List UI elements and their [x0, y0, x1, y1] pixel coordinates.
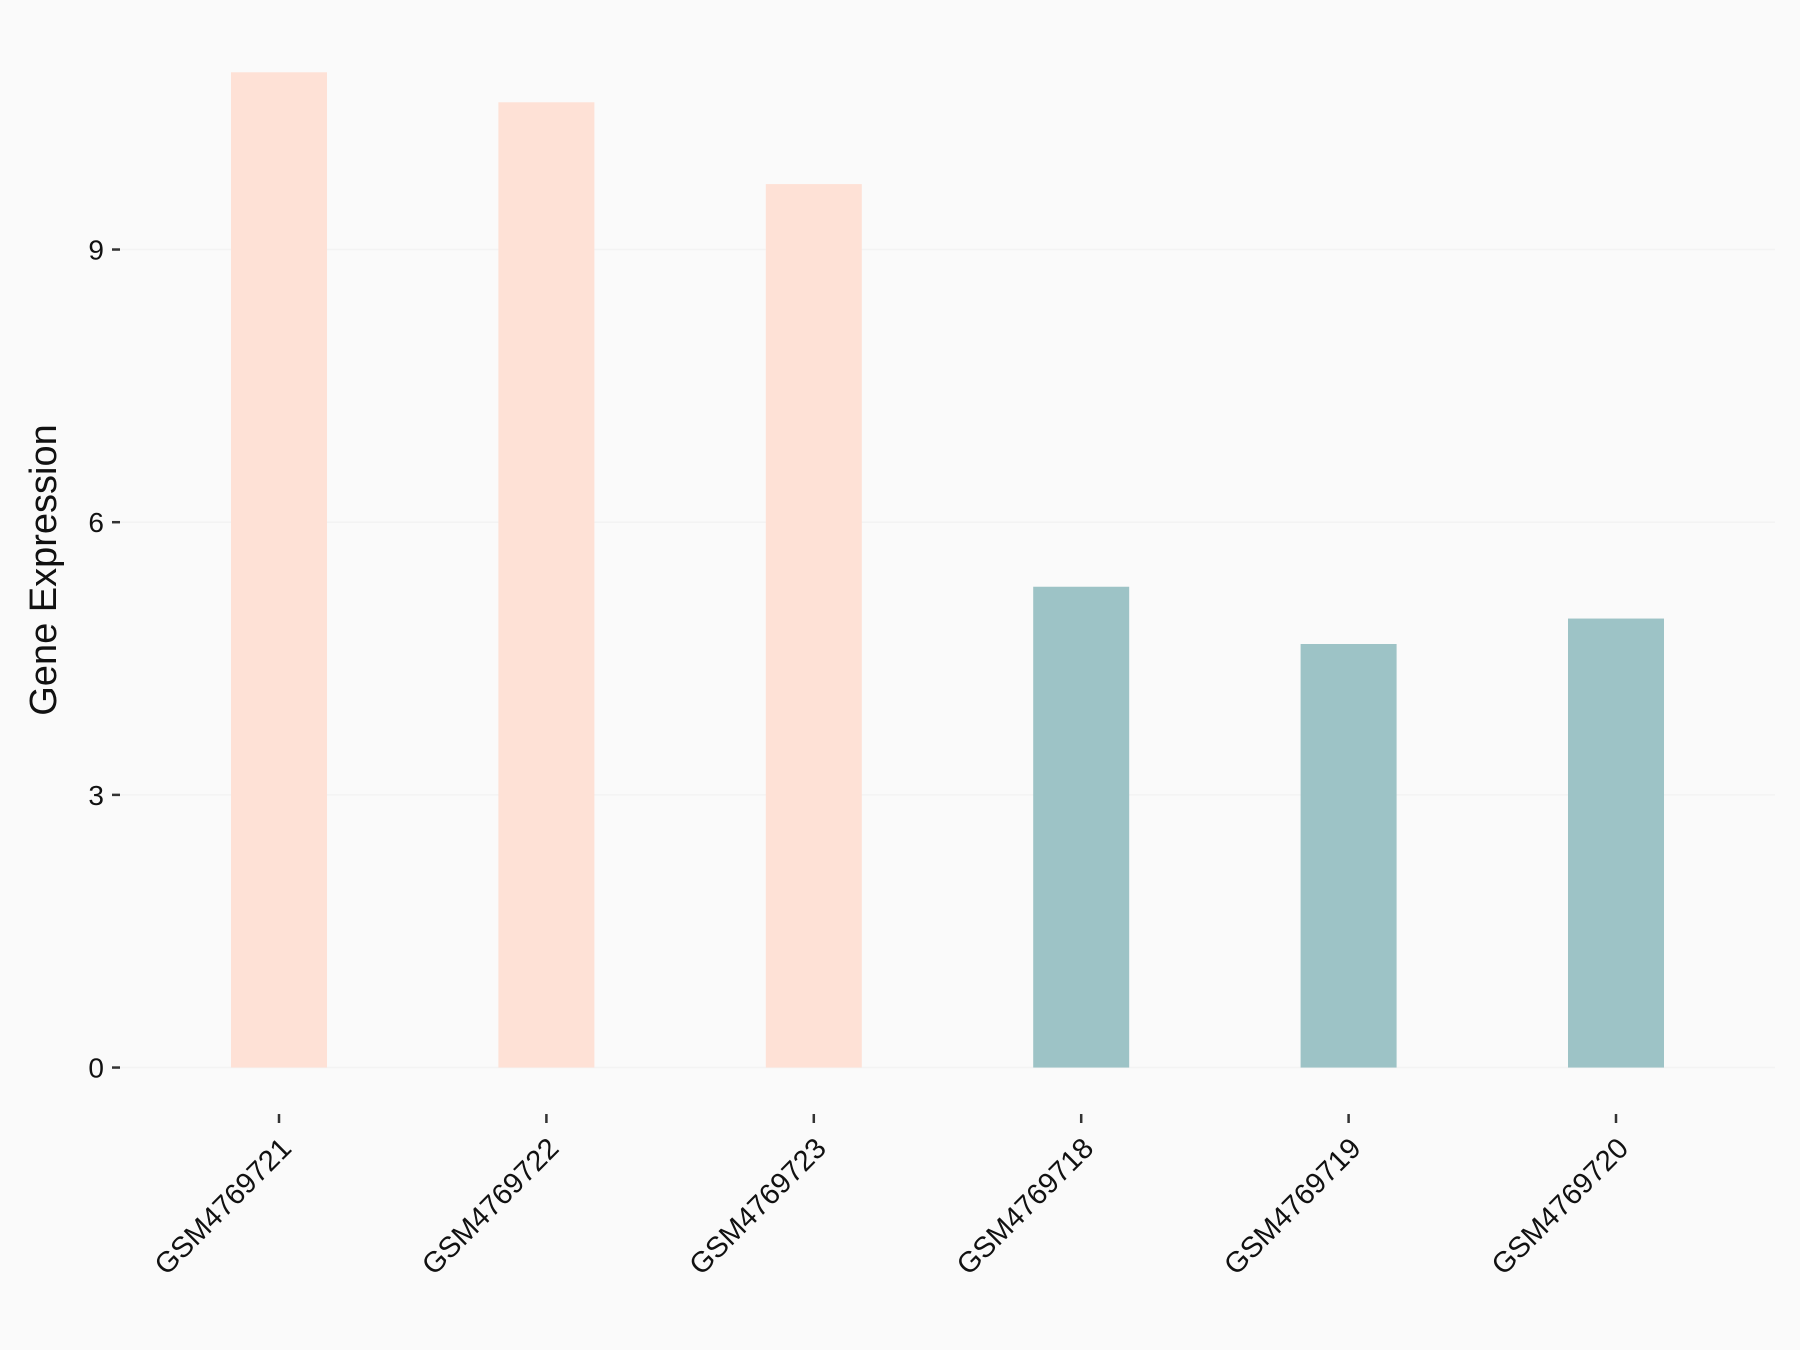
y-tick-label: 9	[88, 235, 104, 266]
bar	[1568, 618, 1664, 1068]
y-tick-label: 3	[88, 780, 104, 811]
y-tick-label: 6	[88, 507, 104, 538]
bar	[498, 102, 595, 1068]
y-axis-label: Gene Expression	[23, 424, 65, 716]
bar	[1300, 643, 1397, 1068]
y-tick-label: 0	[88, 1053, 104, 1084]
bar	[1033, 586, 1130, 1068]
bar	[765, 184, 862, 1068]
bar	[231, 72, 327, 1068]
